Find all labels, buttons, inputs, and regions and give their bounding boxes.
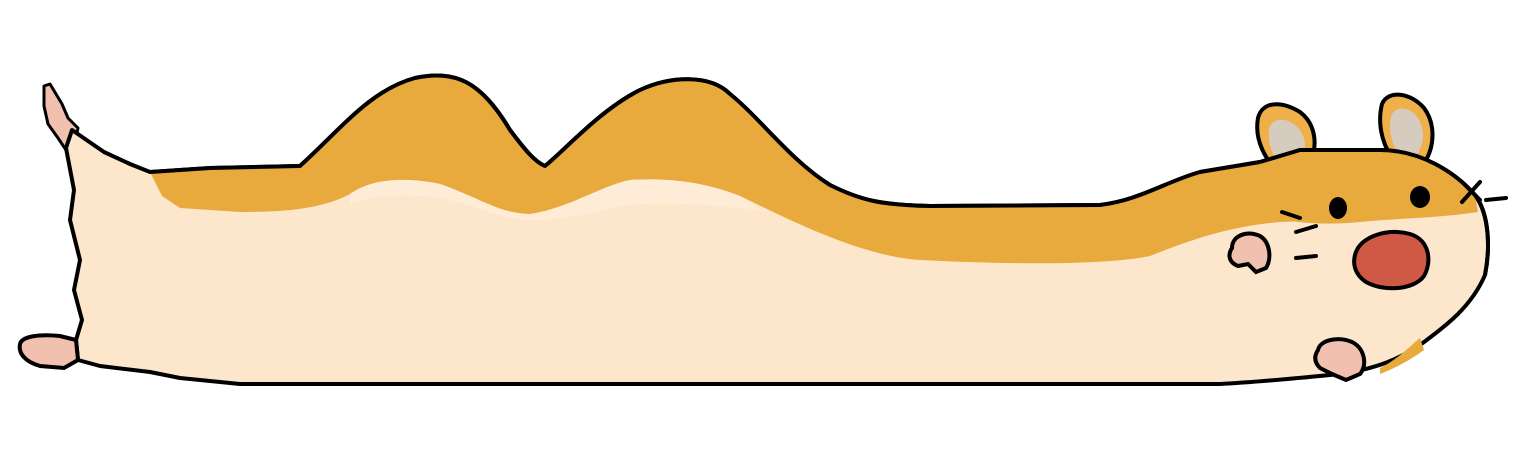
- mouth-icon: [1352, 230, 1431, 291]
- front-paw-upper: [1227, 231, 1272, 275]
- left-eye-icon: [1329, 197, 1347, 219]
- back-fur: [150, 75, 1475, 264]
- right-ear-icon: [1378, 92, 1435, 163]
- back-foot: [17, 333, 81, 371]
- back-outline: [149, 73, 1261, 208]
- belly-highlight: [350, 179, 760, 220]
- head-fur: [1260, 150, 1478, 224]
- chin-fur: [1380, 338, 1424, 374]
- nose-whiskers-icon: [1280, 180, 1508, 260]
- right-eye-icon: [1410, 186, 1430, 208]
- front-paw-lower: [1313, 337, 1367, 383]
